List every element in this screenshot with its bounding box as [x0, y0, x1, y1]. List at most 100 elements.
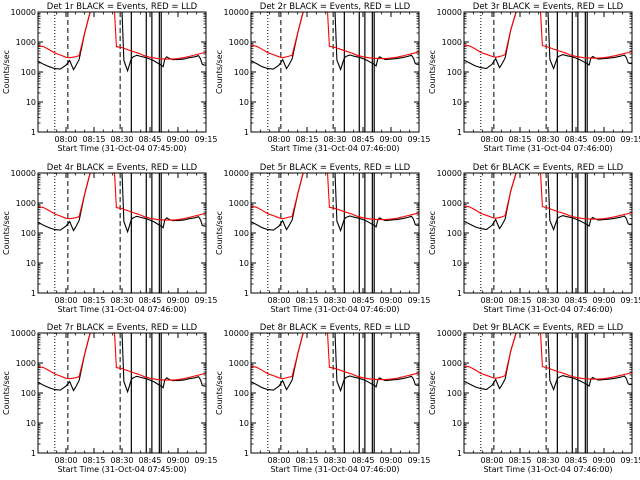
x-axis-label: Start Time (31-Oct-04 07:45:00)	[57, 465, 186, 474]
chart-title: Det 2r BLACK = Events, RED = LLD	[260, 2, 411, 12]
chart-title: Det 8r BLACK = Events, RED = LLD	[260, 323, 411, 333]
x-tick-label: 08:30	[110, 135, 133, 144]
x-tick-label: 08:30	[110, 296, 133, 305]
x-axis-label: Start Time (31-Oct-04 07:46:00)	[270, 465, 399, 474]
y-axis-label: Counts/sec	[215, 371, 224, 415]
x-tick-label: 08:45	[564, 456, 587, 465]
y-tick-label: 10000	[11, 8, 36, 17]
y-tick-label: 1	[457, 449, 462, 458]
x-tick-label: 09:00	[592, 135, 615, 144]
plot-area	[251, 12, 419, 132]
lld-rate-line	[464, 173, 632, 220]
x-tick-label: 08:00	[267, 135, 290, 144]
x-tick-label: 09:15	[407, 456, 430, 465]
chart-title: Det 1r BLACK = Events, RED = LLD	[47, 2, 198, 12]
y-axis-label: Counts/sec	[428, 211, 437, 255]
y-tick-label: 1	[31, 449, 36, 458]
y-tick-label: 10000	[437, 329, 462, 338]
x-tick-label: 09:00	[166, 456, 189, 465]
y-tick-label: 100	[21, 229, 36, 238]
x-tick-label: 09:15	[407, 296, 430, 305]
y-tick-label: 10000	[11, 169, 36, 178]
plot-frame	[250, 11, 420, 133]
y-tick-label: 1000	[229, 199, 249, 208]
chart-title: Det 9r BLACK = Events, RED = LLD	[473, 323, 624, 333]
x-tick-label: 08:15	[82, 456, 105, 465]
plot-frame	[463, 11, 633, 133]
chart-panel: Det 7r BLACK = Events, RED = LLD Counts/s…	[2, 323, 218, 474]
x-tick-label: 08:45	[138, 135, 161, 144]
x-axis-label: Start Time (31-Oct-04 07:46:00)	[483, 305, 612, 314]
x-tick-label: 09:15	[620, 135, 640, 144]
x-tick-label: 09:00	[166, 296, 189, 305]
x-tick-label: 09:15	[620, 296, 640, 305]
x-tick-label: 08:45	[564, 296, 587, 305]
y-tick-label: 10000	[224, 169, 249, 178]
y-tick-label: 10	[26, 419, 36, 428]
x-tick-label: 09:00	[379, 296, 402, 305]
plot-area	[464, 12, 632, 132]
chart-title: Det 7r BLACK = Events, RED = LLD	[47, 323, 198, 333]
y-tick-label: 100	[234, 389, 249, 398]
chart-panel: Det 2r BLACK = Events, RED = LLD Counts/s…	[215, 2, 431, 153]
y-axis-label: Counts/sec	[428, 50, 437, 94]
y-tick-label: 1	[457, 289, 462, 298]
y-tick-label: 10000	[224, 329, 249, 338]
x-tick-label: 08:45	[351, 135, 374, 144]
y-tick-label: 100	[234, 68, 249, 77]
x-tick-label: 08:45	[138, 296, 161, 305]
x-tick-label: 08:30	[323, 456, 346, 465]
x-tick-label: 09:15	[620, 456, 640, 465]
x-tick-label: 09:15	[194, 296, 217, 305]
events-rate-line	[38, 12, 206, 73]
x-tick-label: 08:15	[295, 296, 318, 305]
y-tick-label: 100	[447, 229, 462, 238]
x-tick-label: 08:30	[536, 296, 559, 305]
x-tick-label: 09:00	[592, 296, 615, 305]
events-rate-line	[38, 173, 206, 234]
y-axis-label: Counts/sec	[215, 50, 224, 94]
x-tick-label: 08:15	[82, 135, 105, 144]
plot-area	[38, 173, 206, 293]
x-axis-label: Start Time (31-Oct-04 07:45:00)	[57, 144, 186, 153]
y-tick-label: 10	[239, 419, 249, 428]
x-tick-label: 08:00	[267, 296, 290, 305]
x-axis-label: Start Time (31-Oct-04 07:46:00)	[483, 144, 612, 153]
events-rate-line	[464, 333, 632, 392]
lld-rate-line	[251, 12, 419, 60]
x-axis-label: Start Time (31-Oct-04 07:46:00)	[270, 305, 399, 314]
plot-frame	[37, 172, 207, 294]
x-tick-label: 08:30	[110, 456, 133, 465]
y-tick-label: 10	[239, 259, 249, 268]
x-tick-label: 09:15	[194, 135, 217, 144]
x-tick-label: 08:00	[54, 135, 77, 144]
chart-title: Det 5r BLACK = Events, RED = LLD	[260, 163, 411, 173]
y-tick-label: 10	[452, 419, 462, 428]
chart-panel: Det 5r BLACK = Events, RED = LLD Counts/s…	[215, 163, 431, 314]
x-tick-label: 08:30	[323, 296, 346, 305]
plot-frame	[250, 172, 420, 294]
plot-frame	[463, 172, 633, 294]
x-tick-label: 08:45	[138, 456, 161, 465]
x-tick-label: 08:15	[82, 296, 105, 305]
x-tick-label: 08:15	[295, 135, 318, 144]
plot-frame	[37, 332, 207, 454]
y-tick-label: 1000	[442, 359, 462, 368]
lld-rate-line	[464, 12, 632, 59]
y-tick-label: 1	[31, 128, 36, 137]
x-tick-label: 08:30	[323, 135, 346, 144]
events-rate-line	[38, 333, 206, 394]
x-tick-label: 08:45	[351, 296, 374, 305]
x-tick-label: 08:15	[295, 456, 318, 465]
y-axis-label: Counts/sec	[2, 50, 11, 94]
chart-panel: Det 4r BLACK = Events, RED = LLD Counts/s…	[2, 163, 218, 314]
plot-area	[38, 12, 206, 132]
y-tick-label: 10000	[224, 8, 249, 17]
x-tick-label: 08:15	[508, 296, 531, 305]
lld-rate-line	[251, 333, 419, 381]
y-tick-label: 100	[21, 389, 36, 398]
lld-rate-line	[38, 12, 206, 60]
y-tick-label: 100	[234, 229, 249, 238]
y-tick-label: 10	[452, 98, 462, 107]
